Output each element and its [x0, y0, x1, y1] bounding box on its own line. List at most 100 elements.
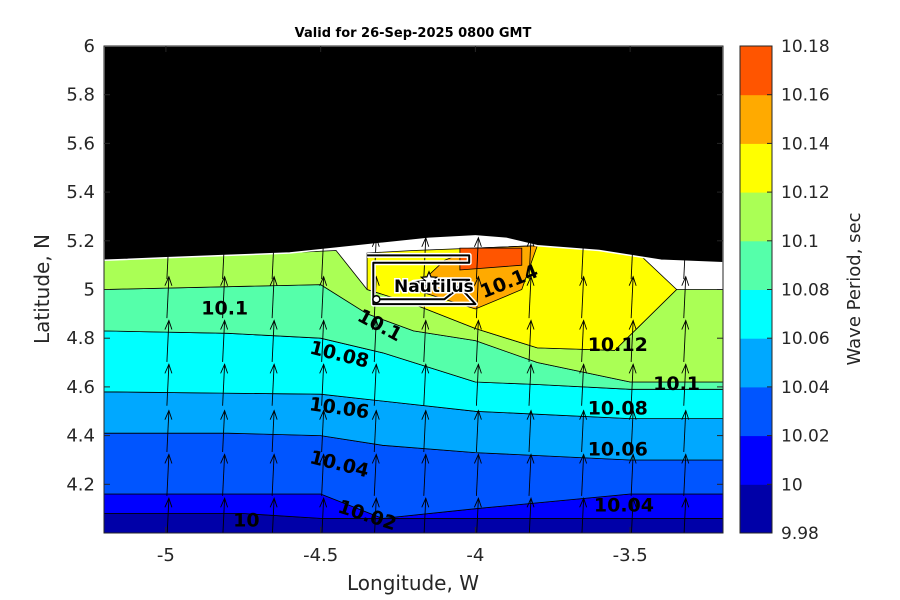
wave-arrow-4: [164, 319, 173, 362]
y-tick-label: 4.6: [66, 377, 95, 398]
wave-arrow-73: [681, 363, 690, 406]
wave-arrow-68: [628, 275, 637, 319]
wave-arrow-30: [371, 409, 380, 453]
wave-arrow-23: [319, 409, 328, 453]
colorbar-swatch-7: [740, 143, 772, 193]
y-tick-label: 4.2: [66, 474, 95, 495]
wave-arrow-6: [164, 236, 173, 280]
colorbar-swatch-9: [740, 46, 772, 96]
colorbar-tick-label: 10.16: [781, 86, 830, 106]
colorbar-swatch-3: [740, 338, 772, 388]
colorbar-swatch-5: [740, 240, 772, 290]
wave-arrow-16: [269, 409, 278, 453]
wave-arrow-2: [164, 409, 173, 453]
wave-arrow-65: [628, 409, 637, 453]
y-axis-ticks: 4.2 4.4 4.6 4.8 5 5.2 5.4 5.6 5.8 6: [66, 36, 723, 495]
contour-label-3: 10.12: [588, 334, 648, 356]
x-axis-label: Longitude, W: [347, 571, 479, 595]
wave-arrow-17: [269, 363, 278, 406]
x-tick-label: -3.5: [613, 545, 648, 566]
wave-arrow-43: [473, 453, 482, 496]
contour-label-5: 10.1: [653, 373, 700, 395]
colorbar-swatch-6: [740, 192, 772, 242]
x-tick-label: -4.5: [303, 545, 338, 566]
y-tick-label: 5.6: [66, 133, 95, 154]
wave-arrow-10: [220, 363, 229, 406]
wave-arrow-38: [421, 363, 430, 406]
vessel-name-label: Nautilus: [394, 277, 474, 297]
vessel-track: [367, 254, 477, 306]
wave-arrow-36: [421, 453, 430, 496]
wave-arrow-8: [220, 453, 229, 496]
wave-arrow-54: [526, 275, 535, 319]
wave-arrow-37: [421, 409, 430, 453]
contour-label-0: 10.1: [201, 297, 248, 319]
wave-arrow-5: [164, 275, 173, 319]
colorbar-tick-label: 10.14: [781, 134, 830, 154]
colorbar-swatch-0: [740, 484, 772, 534]
wave-arrow-32: [371, 319, 380, 362]
colorbar-tick-label: 10: [781, 475, 803, 495]
colorbar-tick-label: 10.02: [781, 427, 830, 447]
y-tick-label: 5.4: [66, 182, 95, 203]
wave-arrow-71: [681, 453, 690, 496]
contour-label-11: 10: [233, 509, 259, 531]
wave-arrow-62: [579, 236, 588, 280]
colorbar: 9.98 10 10.02 10.04 10.06 10.08 10.1 10.12 10.14…: [739, 37, 830, 544]
track-start-marker: [372, 294, 381, 304]
y-tick-label: 6: [84, 36, 95, 57]
wave-arrow-19: [269, 275, 278, 319]
wave-arrow-53: [526, 319, 535, 362]
wave-arrow-69: [628, 236, 637, 280]
wave-arrow-66: [628, 363, 637, 406]
wave-arrow-11: [220, 319, 229, 362]
wave-arrow-47: [473, 275, 482, 319]
colorbar-swatch-2: [740, 386, 772, 437]
wave-arrow-67: [628, 319, 637, 362]
wave-arrow-3: [164, 363, 173, 406]
map-plot-area: Nautilus 10.1 10.110.1410.1210.0810.110.0…: [103, 45, 724, 535]
wave-arrow-64: [628, 453, 637, 496]
wave-arrow-72: [681, 409, 690, 453]
land-mask: [104, 46, 723, 264]
wave-arrow-58: [579, 409, 588, 453]
wave-arrow-61: [579, 275, 588, 319]
wave-arrow-25: [319, 319, 328, 362]
wave-arrow-26: [319, 275, 328, 319]
wave-arrow-31: [371, 363, 380, 406]
wave-arrow-24: [319, 363, 328, 406]
colorbar-tick-label: 9.98: [781, 524, 819, 544]
wave-arrow-75: [681, 275, 690, 319]
wave-arrow-51: [526, 409, 535, 453]
wave-arrow-74: [681, 319, 690, 362]
wave-arrow-59: [579, 363, 588, 406]
vessel-track-layer: Nautilus: [367, 252, 478, 307]
wave-arrow-15: [269, 453, 278, 496]
wave-arrow-27: [319, 236, 328, 280]
contour-label-9: 10.06: [588, 439, 648, 461]
wave-arrow-1: [164, 453, 173, 496]
wave-arrow-18: [269, 319, 278, 362]
wave-direction-arrows: [164, 236, 690, 533]
wave-arrow-29: [371, 453, 380, 496]
wave-arrow-44: [473, 409, 482, 453]
wave-arrow-48: [473, 236, 482, 280]
colorbar-tick-label: 10.1: [781, 232, 819, 252]
colorbar-tick-label: 10.18: [781, 37, 830, 57]
x-tick-label: -5: [157, 545, 175, 566]
colorbar-tick-label: 10.12: [781, 183, 830, 203]
wave-arrow-52: [526, 363, 535, 406]
wave-arrow-22: [319, 453, 328, 496]
colorbar-swatch-1: [740, 435, 772, 485]
y-tick-label: 4.8: [66, 328, 95, 349]
wave-arrow-57: [579, 453, 588, 496]
colorbar-tick-label: 10.08: [781, 281, 830, 301]
colorbar-tick-label: 10.04: [781, 378, 830, 398]
chart-title: Valid for 26-Sep-2025 0800 GMT: [295, 26, 532, 41]
wave-arrow-13: [220, 236, 229, 280]
wave-arrow-39: [421, 319, 430, 362]
y-tick-label: 5: [84, 280, 95, 301]
wave-arrow-46: [473, 319, 482, 362]
wave-arrow-41: [421, 236, 430, 280]
